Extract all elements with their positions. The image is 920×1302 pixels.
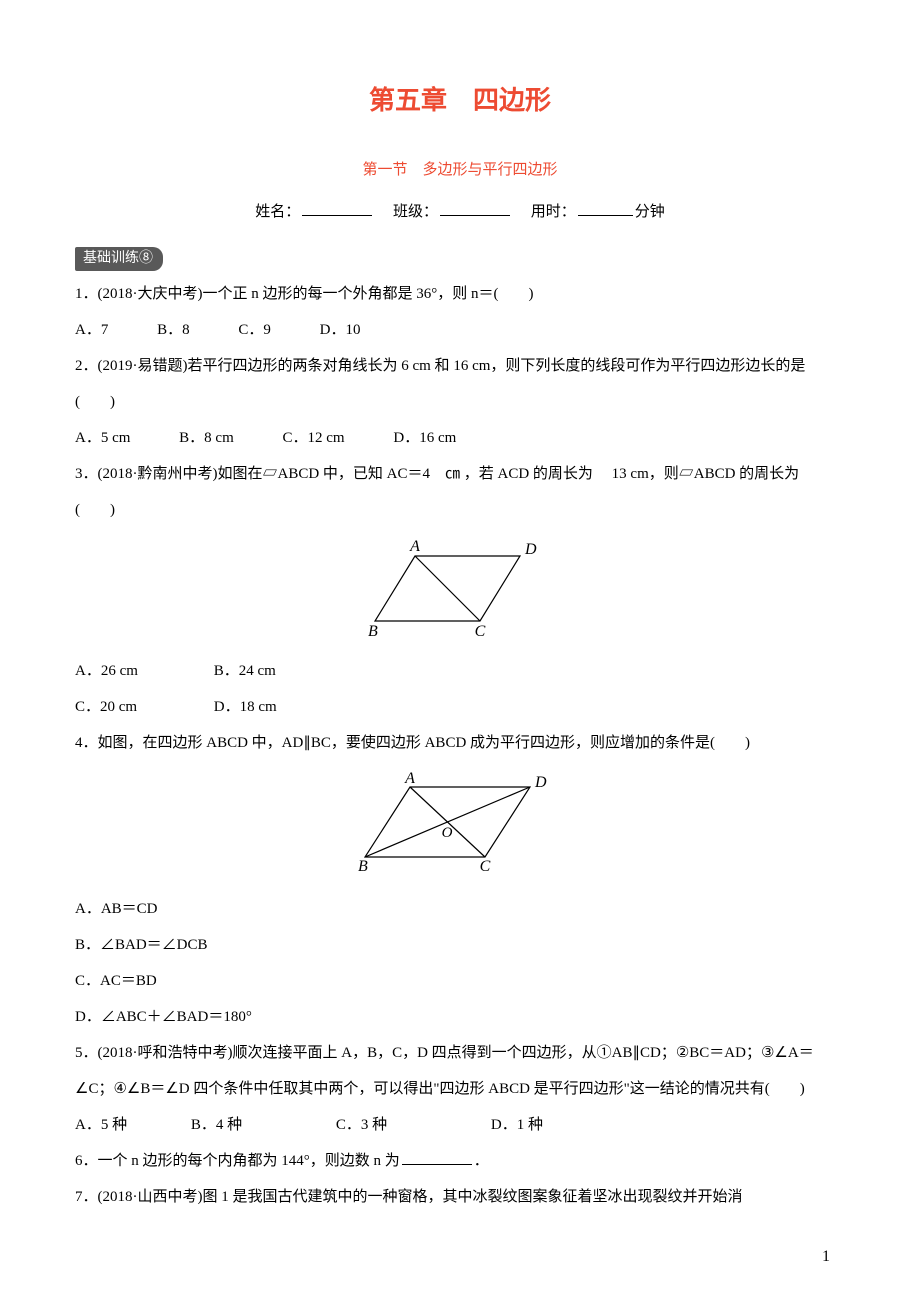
q1-opt-a: A．7 [75,312,108,348]
q3-opt-d: D．18 cm [214,689,349,725]
fig1-label-a: A [409,538,420,555]
figure-2: A D B C O [75,769,845,883]
q4-opt-b: B．∠BAD＝∠DCB [75,927,845,963]
q1-opt-c: C．9 [238,312,271,348]
question-5: 5．(2018·呼和浩特中考)顺次连接平面上 A，B，C，D 四点得到一个四边形… [75,1035,845,1107]
q5-opt-d: D．1 种 [491,1107,543,1143]
question-3-options-row1: A．26 cm B．24 cm [75,653,845,689]
q4-opt-c: C．AC＝BD [75,963,845,999]
question-1: 1．(2018·大庆中考)一个正 n 边形的每一个外角都是 36°，则 n＝( … [75,276,845,312]
chapter-title: 第五章 四边形 [75,70,845,132]
question-3-options-row2: C．20 cm D．18 cm [75,689,845,725]
q4-opt-a: A．AB＝CD [75,891,845,927]
time-blank[interactable] [578,198,633,216]
fig1-label-b: B [368,623,378,640]
q1-opt-b: B．8 [157,312,190,348]
q2-opt-b: B．8 cm [179,420,234,456]
q2-opt-c: C．12 cm [283,420,345,456]
q2-opt-d: D．16 cm [393,420,456,456]
question-7: 7．(2018·山西中考)图 1 是我国古代建筑中的一种窗格，其中冰裂纹图案象征… [75,1179,845,1215]
q3-opt-a: A．26 cm [75,653,210,689]
class-label: 班级： [393,204,438,220]
question-6: 6．一个 n 边形的每个内角都为 144°，则边数 n 为 ． [75,1143,845,1179]
question-3-line2: ( ) [75,492,845,528]
q6-text1: 6．一个 n 边形的每个内角都为 144°，则边数 n 为 [75,1153,400,1169]
class-blank[interactable] [440,198,510,216]
name-blank[interactable] [302,198,372,216]
page-number: 1 [822,1238,830,1276]
question-2: 2．(2019·易错题)若平行四边形的两条对角线长为 6 cm 和 16 cm，… [75,348,845,420]
q3-opt-b: B．24 cm [214,653,349,689]
figure-1: A D B C [75,536,845,645]
fig1-label-d: D [524,541,537,558]
q3-opt-c: C．20 cm [75,689,210,725]
section-title: 第一节 多边形与平行四边形 [75,152,845,188]
student-info: 姓名： 班级： 用时： 分钟 [75,194,845,230]
question-1-options: A．7 B．8 C．9 D．10 [75,312,845,348]
q4-opt-d: D．∠ABC＋∠BAD＝180° [75,999,845,1035]
question-3-line1: 3．(2018·黔南州中考)如图在▱ABCD 中，已知 AC＝4 ㎝ ，若 AC… [75,456,845,492]
fig2-label-d: D [534,774,547,791]
q5-opt-b: B．4 种 [191,1107,242,1143]
q6-text2: ． [474,1153,489,1169]
section-badge: 基础训练⑧ [75,247,163,271]
name-label: 姓名： [255,204,300,220]
fig2-label-a: A [404,770,415,787]
fig2-label-b: B [358,858,368,875]
time-unit: 分钟 [635,204,665,220]
fig2-label-o: O [442,825,453,841]
q6-blank[interactable] [402,1147,472,1165]
question-2-options: A．5 cm B．8 cm C．12 cm D．16 cm [75,420,845,456]
question-4-options: A．AB＝CD B．∠BAD＝∠DCB C．AC＝BD D．∠ABC＋∠BAD＝… [75,891,845,1035]
fig1-label-c: C [475,623,486,640]
q1-opt-d: D．10 [320,312,361,348]
question-5-options: A．5 种 B．4 种 C．3 种 D．1 种 [75,1107,845,1143]
q5-opt-c: C．3 种 [336,1107,387,1143]
time-label: 用时： [531,204,576,220]
question-4: 4．如图，在四边形 ABCD 中，AD∥BC，要使四边形 ABCD 成为平行四边… [75,725,845,761]
q5-opt-a: A．5 种 [75,1107,127,1143]
q2-opt-a: A．5 cm [75,420,130,456]
fig2-label-c: C [480,858,491,875]
